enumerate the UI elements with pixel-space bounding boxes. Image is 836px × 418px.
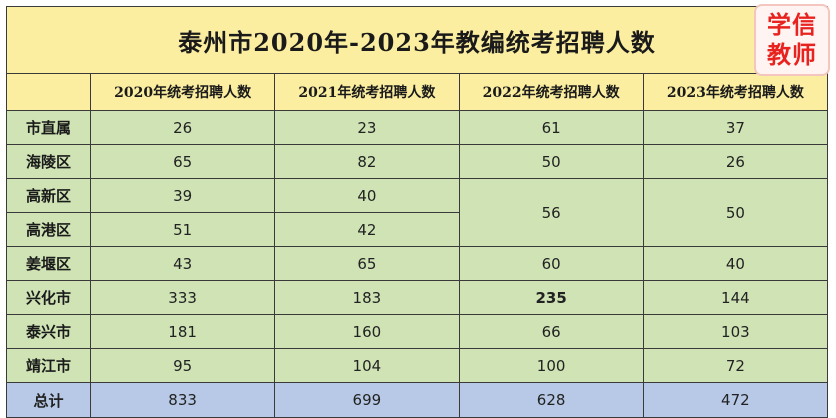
table-row: 市直属 26 23 61 37 <box>6 110 829 145</box>
logo-line-2: 教师 <box>767 41 817 69</box>
value-cell-2023: 40 <box>642 246 829 281</box>
region-cell: 姜堰区 <box>6 246 91 281</box>
header-2023: 2023年统考招聘人数 <box>642 73 829 111</box>
value-cell-2022: 235 <box>458 280 644 315</box>
value-cell-2021: 40 <box>274 178 460 213</box>
value-cell-2023: 103 <box>642 314 829 349</box>
table-row: 高新区 39 40 56 50 <box>6 178 829 247</box>
recruitment-table-container: 泰州市2020年-2023年教编统考招聘人数 2020年统考招聘人数 2021年… <box>6 6 829 418</box>
region-cell: 市直属 <box>6 110 91 145</box>
value-cell-2023: 26 <box>642 144 829 179</box>
brand-logo: 学信 教师 <box>754 4 830 76</box>
merged-value-cell-2022: 56 <box>458 178 644 247</box>
region-cell: 高新区 <box>6 178 91 213</box>
value-cell-2020: 39 <box>89 178 276 213</box>
total-cell-2021: 699 <box>274 382 460 418</box>
value-cell-2021: 183 <box>274 280 460 315</box>
total-cell-2020: 833 <box>89 382 276 418</box>
merged-value-cell-2023: 50 <box>642 178 829 247</box>
recruitment-table: 泰州市2020年-2023年教编统考招聘人数 2020年统考招聘人数 2021年… <box>6 6 829 418</box>
header-2020: 2020年统考招聘人数 <box>89 73 276 111</box>
region-cell: 高港区 <box>6 212 91 247</box>
value-cell-2022: 50 <box>458 144 644 179</box>
table-row: 姜堰区 43 65 60 40 <box>6 246 829 281</box>
value-cell-2021: 23 <box>274 110 460 145</box>
table-title: 泰州市2020年-2023年教编统考招聘人数 <box>6 6 828 74</box>
logo-line-1: 学信 <box>767 11 817 39</box>
table-row: 泰兴市 181 160 66 103 <box>6 314 829 349</box>
value-cell-2023: 72 <box>642 348 829 383</box>
value-cell-2022: 60 <box>458 246 644 281</box>
value-cell-2020: 26 <box>89 110 276 145</box>
table-row: 高港区 51 42 <box>6 212 828 247</box>
value-cell-2023: 144 <box>642 280 829 315</box>
value-cell-2021: 104 <box>274 348 460 383</box>
value-cell-2021: 82 <box>274 144 460 179</box>
region-cell: 兴化市 <box>6 280 91 315</box>
title-row: 泰州市2020年-2023年教编统考招聘人数 <box>6 6 828 74</box>
region-cell: 泰兴市 <box>6 314 91 349</box>
total-cell-2023: 472 <box>642 382 829 418</box>
header-row: 2020年统考招聘人数 2021年统考招聘人数 2022年统考招聘人数 2023… <box>6 73 829 111</box>
total-cell-2022: 628 <box>458 382 644 418</box>
value-cell-2021: 42 <box>274 212 460 247</box>
value-cell-2020: 333 <box>89 280 276 315</box>
header-corner <box>6 73 91 111</box>
value-cell-2020: 51 <box>89 212 276 247</box>
total-label: 总计 <box>6 382 91 418</box>
value-cell-2020: 43 <box>89 246 276 281</box>
value-cell-2021: 65 <box>274 246 460 281</box>
value-cell-2022: 100 <box>458 348 644 383</box>
table-row: 海陵区 65 82 50 26 <box>6 144 829 179</box>
value-cell-2022: 61 <box>458 110 644 145</box>
header-2022: 2022年统考招聘人数 <box>458 73 644 111</box>
header-2021: 2021年统考招聘人数 <box>274 73 460 111</box>
value-cell-2022: 66 <box>458 314 644 349</box>
total-row: 总计 833 699 628 472 <box>6 382 829 418</box>
value-cell-2023: 37 <box>642 110 829 145</box>
value-cell-2020: 181 <box>89 314 276 349</box>
value-cell-2021: 160 <box>274 314 460 349</box>
region-cell: 海陵区 <box>6 144 91 179</box>
table-row: 兴化市 333 183 235 144 <box>6 280 829 315</box>
region-cell: 靖江市 <box>6 348 91 383</box>
value-cell-2020: 95 <box>89 348 276 383</box>
table-row: 靖江市 95 104 100 72 <box>6 348 829 383</box>
value-cell-2020: 65 <box>89 144 276 179</box>
